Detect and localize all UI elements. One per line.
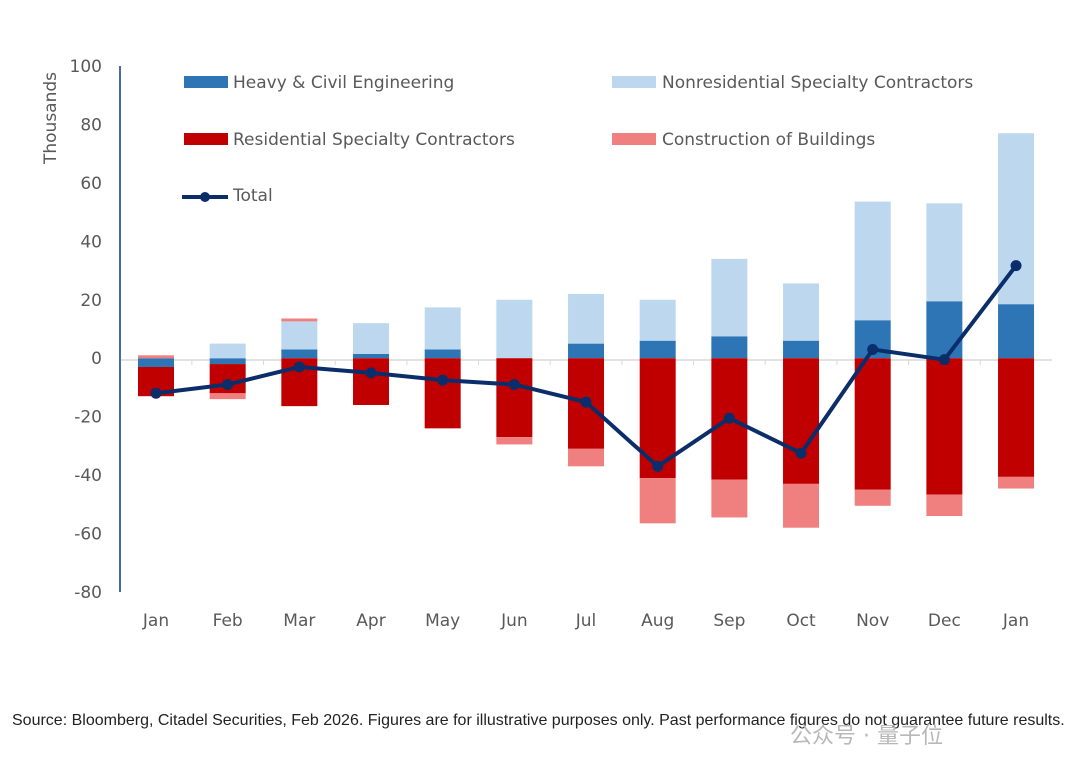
y-tick-label: 60: [80, 174, 102, 194]
x-tick-label: Aug: [641, 611, 674, 631]
x-tick-label: Mar: [283, 611, 315, 631]
bar-nonresidential-specialty-contractors-8: [711, 258, 748, 337]
total-point: [150, 387, 162, 399]
stacked-bar-chart: Thousands 100 80 60 40 20 0 -20 -40 -60 -80 Jan Fe…: [41, 57, 1052, 631]
x-tick-label: Dec: [928, 611, 961, 631]
bar-heavy-civil-engineering-0: [138, 358, 174, 367]
x-tick-label: Jan: [142, 611, 169, 631]
watermark: 公众号 · 量子位: [790, 724, 943, 749]
y-tick-label: -40: [74, 466, 102, 486]
bar-residential-specialty-contractors-4: [424, 358, 461, 429]
total-point: [795, 447, 807, 459]
bar-residential-specialty-contractors-10: [854, 358, 891, 490]
bar-nonresidential-specialty-contractors-10: [854, 201, 891, 321]
x-tick-label: Sep: [713, 611, 745, 631]
bar-nonresidential-specialty-contractors-5: [496, 299, 533, 359]
total-point: [723, 412, 735, 424]
legend: Heavy & Civil Engineering Nonresidential…: [182, 73, 973, 206]
y-tick-label: -80: [74, 583, 102, 603]
legend-swatch-construction: [612, 133, 656, 145]
legend-label-total: Total: [232, 186, 273, 206]
bar-construction-of-buildings-2: [281, 318, 318, 322]
total-point: [437, 374, 449, 386]
bar-construction-of-buildings-11: [926, 494, 963, 517]
bar-construction-of-buildings-7: [639, 478, 676, 524]
bar-nonresidential-specialty-contractors-3: [353, 323, 390, 354]
y-axis-label: Thousands: [41, 72, 61, 165]
bar-residential-specialty-contractors-9: [783, 358, 820, 484]
legend-swatch-heavy: [184, 76, 228, 88]
total-point: [222, 379, 234, 391]
total-point: [652, 460, 664, 472]
bar-heavy-civil-engineering-8: [711, 336, 748, 359]
bar-residential-specialty-contractors-3: [353, 358, 390, 405]
x-tick-label: May: [425, 611, 460, 631]
bar-heavy-civil-engineering-4: [424, 349, 461, 359]
total-point: [938, 354, 950, 366]
legend-label-res: Residential Specialty Contractors: [233, 130, 515, 150]
y-tick-label: 20: [80, 291, 102, 311]
bar-residential-specialty-contractors-11: [926, 358, 963, 495]
bar-nonresidential-specialty-contractors-1: [209, 343, 246, 359]
total-point: [1010, 260, 1022, 272]
x-tick-label: Jun: [500, 611, 528, 631]
bar-heavy-civil-engineering-2: [281, 349, 318, 359]
bar-heavy-civil-engineering-1: [209, 358, 246, 365]
bar-nonresidential-specialty-contractors-7: [639, 299, 676, 341]
bar-heavy-civil-engineering-7: [639, 340, 676, 359]
bar-construction-of-buildings-5: [496, 437, 533, 445]
total-point: [867, 343, 879, 355]
bar-heavy-civil-engineering-11: [926, 301, 963, 359]
legend-marker-total: [200, 192, 210, 202]
y-tick-label: 40: [80, 232, 102, 252]
x-tick-label: Apr: [356, 611, 385, 631]
x-tick-label: Jul: [575, 611, 597, 631]
bar-heavy-civil-engineering-3: [353, 353, 390, 359]
bar-nonresidential-specialty-contractors-4: [424, 307, 461, 350]
bar-construction-of-buildings-10: [854, 489, 891, 506]
x-tick-label: Oct: [786, 611, 816, 631]
bar-construction-of-buildings-9: [783, 483, 820, 528]
bar-heavy-civil-engineering-12: [998, 304, 1035, 359]
legend-swatch-res: [184, 133, 228, 145]
bar-heavy-civil-engineering-6: [568, 343, 605, 359]
legend-label-construction: Construction of Buildings: [662, 130, 875, 150]
bar-construction-of-buildings-8: [711, 479, 748, 518]
source-note: Source: Bloomberg, Citadel Securities, F…: [12, 712, 1065, 729]
total-point: [365, 367, 377, 379]
bar-construction-of-buildings-6: [568, 448, 605, 467]
y-tick-label: 100: [70, 57, 102, 77]
y-tick-label: -60: [74, 525, 102, 545]
bar-construction-of-buildings-12: [998, 476, 1035, 489]
total-point: [508, 379, 520, 391]
total-point: [293, 361, 305, 373]
legend-label-heavy: Heavy & Civil Engineering: [233, 73, 454, 93]
y-tick-label: -20: [74, 408, 102, 428]
legend-label-nonres: Nonresidential Specialty Contractors: [662, 73, 973, 93]
bar-nonresidential-specialty-contractors-9: [783, 283, 820, 341]
bar-residential-specialty-contractors-5: [496, 358, 533, 438]
bar-nonresidential-specialty-contractors-12: [998, 133, 1035, 305]
bar-construction-of-buildings-0: [138, 355, 174, 359]
x-tick-label: Feb: [213, 611, 243, 631]
x-tick-label: Jan: [1002, 611, 1029, 631]
y-tick-label: 80: [80, 115, 102, 135]
total-point: [580, 396, 592, 408]
legend-swatch-nonres: [612, 76, 656, 88]
x-tick-label: Nov: [856, 611, 889, 631]
bar-construction-of-buildings-1: [209, 393, 246, 400]
bar-nonresidential-specialty-contractors-6: [568, 293, 605, 344]
bar-nonresidential-specialty-contractors-2: [281, 321, 318, 350]
y-tick-label: 0: [91, 349, 102, 369]
bar-residential-specialty-contractors-12: [998, 358, 1035, 477]
bar-nonresidential-specialty-contractors-11: [926, 203, 963, 302]
bar-heavy-civil-engineering-9: [783, 340, 820, 359]
